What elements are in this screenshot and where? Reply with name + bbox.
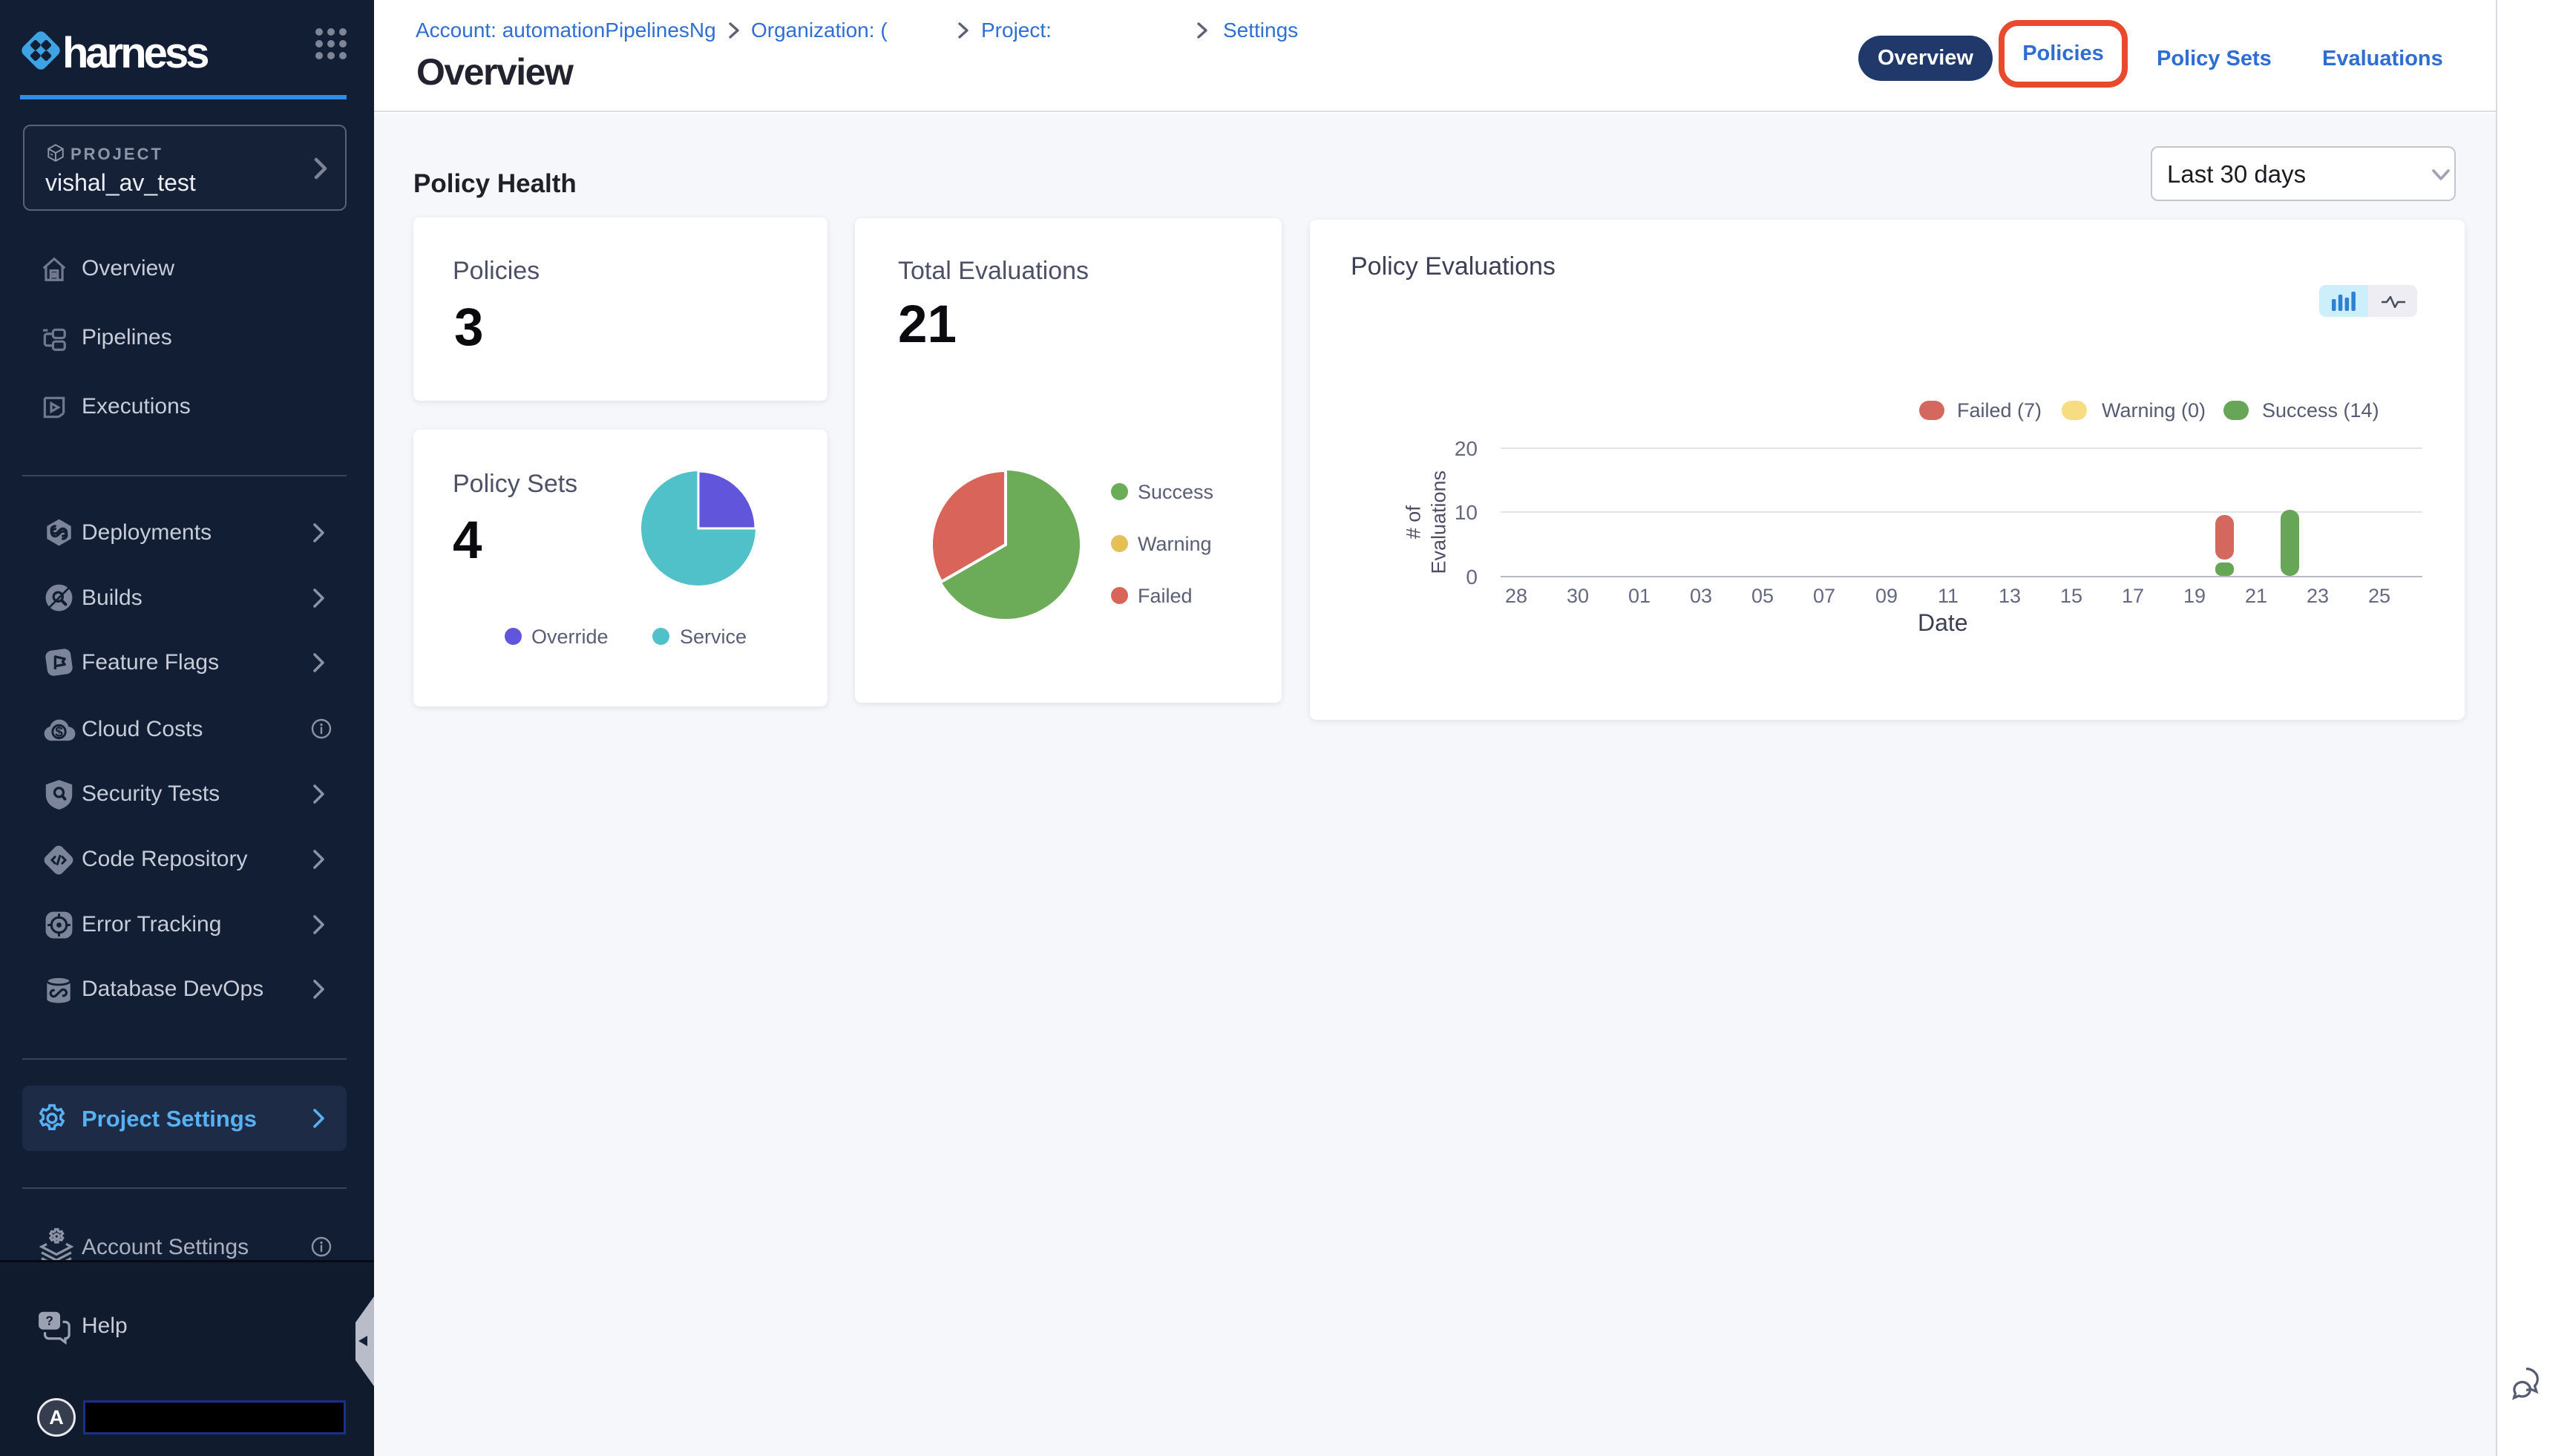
svg-text:?: ? [45,1314,53,1328]
svg-text:$: $ [55,725,63,741]
